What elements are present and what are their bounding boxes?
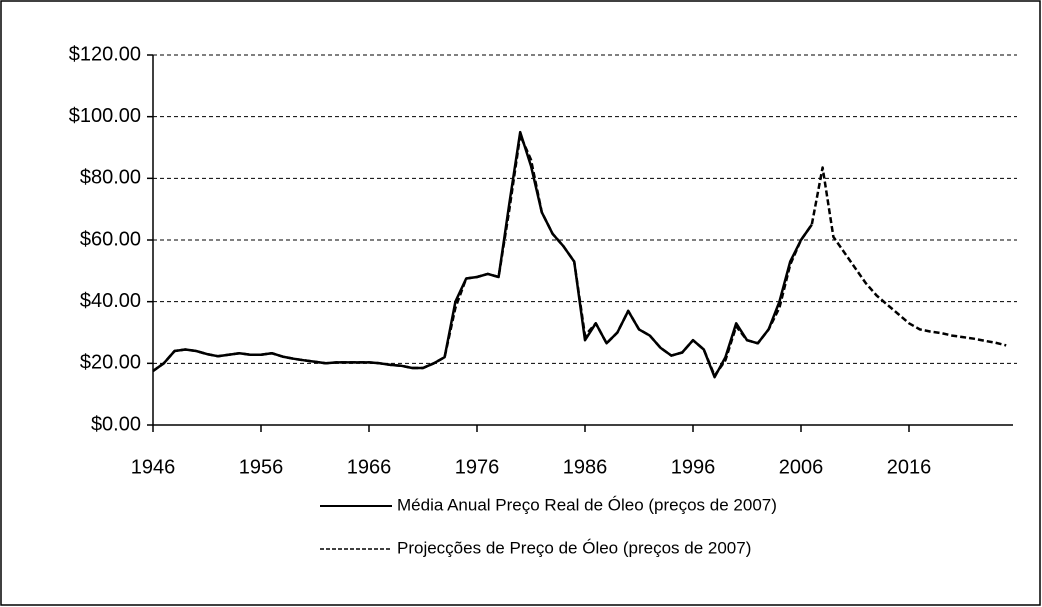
y-tick-label: $40.00: [80, 290, 141, 312]
legend-label: Média Anual Preço Real de Óleo (preços d…: [397, 495, 777, 514]
x-tick-label: 1956: [239, 456, 284, 478]
y-tick-label: $20.00: [80, 352, 141, 374]
x-tick-label: 2006: [779, 456, 824, 478]
y-tick-label: $60.00: [80, 228, 141, 250]
x-tick-label: 1976: [455, 456, 500, 478]
x-tick-label: 1996: [671, 456, 716, 478]
legend-label: Projecções de Preço de Óleo (preços de 2…: [397, 538, 751, 557]
y-tick-label: $0.00: [91, 413, 141, 435]
x-tick-label: 1966: [347, 456, 392, 478]
y-tick-label: $80.00: [80, 167, 141, 189]
series-line: [152, 130, 813, 379]
x-tick-label: 2016: [887, 456, 932, 478]
y-tick-label: $120.00: [69, 43, 141, 65]
y-tick-label: $100.00: [69, 105, 141, 127]
x-tick-label: 1946: [131, 456, 176, 478]
x-tick-label: 1986: [563, 456, 608, 478]
